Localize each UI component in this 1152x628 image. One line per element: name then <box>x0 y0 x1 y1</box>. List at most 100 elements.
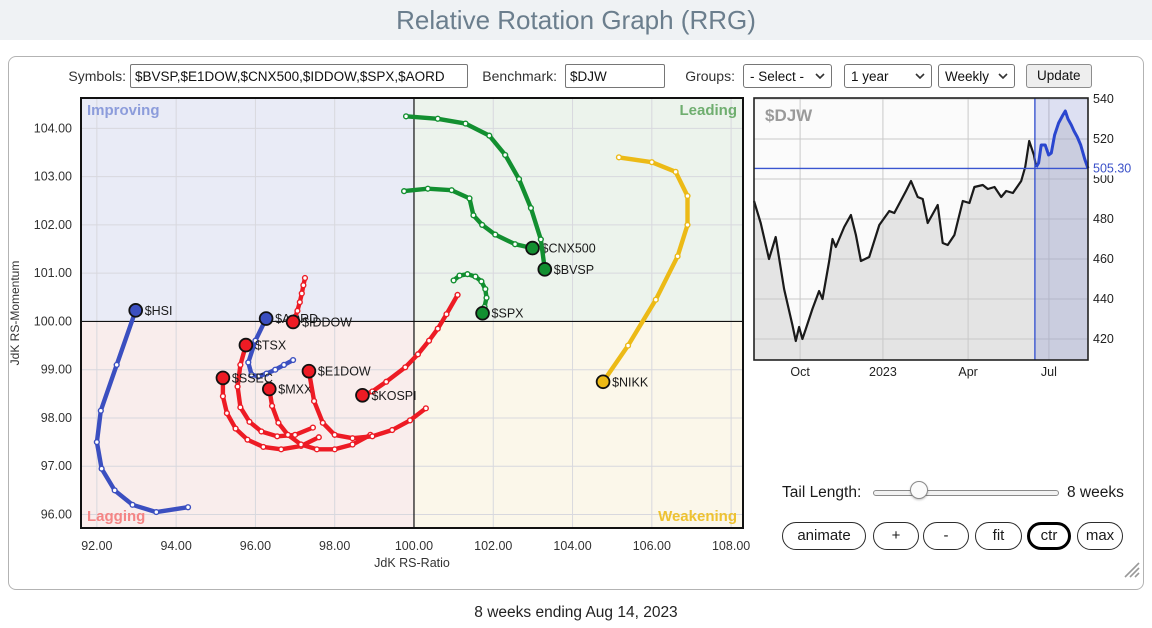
chevron-down-icon <box>815 73 825 79</box>
zoom-out-button[interactable]: - <box>923 522 969 550</box>
rrg-chart[interactable]: 92.00 94.00 96.00 98.00 100.00 102.00 104.00 10… <box>9 91 751 583</box>
resize-handle-icon[interactable] <box>1121 559 1141 579</box>
axis-tick-labels: 92.00 94.00 96.00 98.00 100.00 102.00 104.00 10… <box>9 121 750 570</box>
svg-text:103.00: 103.00 <box>34 170 72 184</box>
svg-text:480: 480 <box>1093 212 1114 226</box>
svg-text:Jul: Jul <box>1041 365 1057 379</box>
quadrant-label-lagging: Lagging <box>87 508 145 525</box>
series-marker-TSX[interactable] <box>238 337 254 353</box>
series-marker-IDDOW[interactable] <box>285 314 301 330</box>
svg-text:97.00: 97.00 <box>41 459 72 473</box>
groups-select[interactable]: - Select - <box>743 64 832 88</box>
svg-text:104.00: 104.00 <box>553 539 591 553</box>
series-label-SSEC: $SSEC <box>232 371 273 385</box>
series-marker-KOSPI[interactable] <box>355 387 370 403</box>
series-label-NIKK: $NIKK <box>612 375 649 389</box>
series-marker-BVSP[interactable] <box>537 262 553 277</box>
series-label-BVSP: $BVSP <box>554 263 594 277</box>
series-label-HSI: $HSI <box>145 304 173 318</box>
benchmark-symbol-label: $DJW <box>765 106 813 125</box>
series-label-CNX500: $CNX500 <box>542 242 596 256</box>
series-marker-SPX[interactable] <box>475 305 490 321</box>
groups-label: Groups: <box>685 68 735 84</box>
symbols-input[interactable] <box>130 64 468 88</box>
svg-text:92.00: 92.00 <box>81 539 112 553</box>
update-button[interactable]: Update <box>1026 64 1092 88</box>
series-label-TSX: $TSX <box>255 339 287 353</box>
svg-text:460: 460 <box>1093 252 1114 266</box>
max-button[interactable]: max <box>1077 522 1123 550</box>
groups-select-value: - Select - <box>750 68 805 84</box>
period-select-value: 1 year <box>851 68 889 84</box>
series-label-IDDOW: $IDDOW <box>302 315 352 329</box>
svg-text:102.00: 102.00 <box>474 539 512 553</box>
series-marker-AORD[interactable] <box>258 311 274 326</box>
quadrant-labels: Improving Leading Lagging Weakening <box>87 102 737 525</box>
grid-lines <box>81 98 743 528</box>
series-BVSP: $BVSP <box>402 113 594 277</box>
footer-caption: 8 weeks ending Aug 14, 2023 <box>474 604 678 621</box>
y-axis-title: JdK RS-Momentum <box>9 261 22 366</box>
svg-text:Oct: Oct <box>790 365 810 379</box>
series-marker-E1DOW[interactable] <box>301 363 317 379</box>
benchmark-label: Benchmark: <box>482 68 557 84</box>
benchmark-grid <box>754 98 1088 360</box>
series-marker-SSEC[interactable] <box>215 370 231 386</box>
frequency-select[interactable]: Weekly <box>938 64 1015 88</box>
benchmark-plot-border <box>753 97 1089 361</box>
zoom-in-button[interactable]: + <box>873 522 919 550</box>
page-header: Relative Rotation Graph (RRG) <box>0 0 1152 40</box>
benchmark-chart[interactable]: $DJW 540 520 500 480 460 440 420 Oct 2023 Apr Jul 50… <box>751 91 1143 383</box>
svg-text:2023: 2023 <box>869 365 897 379</box>
quadrant-label-leading: Leading <box>679 102 737 119</box>
benchmark-price-line-highlight <box>1034 109 1090 169</box>
series-label-SPX: $SPX <box>492 307 525 321</box>
tail-length-value: 8 weeks <box>1067 484 1124 501</box>
svg-text:540: 540 <box>1093 92 1114 106</box>
benchmark-input[interactable] <box>565 64 665 88</box>
svg-text:104.00: 104.00 <box>34 121 72 135</box>
svg-text:500: 500 <box>1093 172 1114 186</box>
series-HSI: $HSI <box>93 303 192 516</box>
svg-text:94.00: 94.00 <box>160 539 191 553</box>
series-marker-HSI[interactable] <box>128 303 144 318</box>
svg-text:96.00: 96.00 <box>41 507 72 521</box>
svg-text:100.00: 100.00 <box>395 539 433 553</box>
svg-text:96.00: 96.00 <box>240 539 271 553</box>
tail-length-slider-handle[interactable] <box>909 481 928 499</box>
frequency-select-value: Weekly <box>945 68 990 84</box>
svg-text:100.00: 100.00 <box>34 314 72 328</box>
svg-text:98.00: 98.00 <box>41 411 72 425</box>
series-IDDOW: $IDDOW <box>285 274 352 330</box>
animate-button[interactable]: animate <box>782 522 866 550</box>
tail-length-label: Tail Length: <box>782 484 862 501</box>
series-CNX500: $CNX500 <box>400 185 596 256</box>
series-label-E1DOW: $E1DOW <box>318 365 371 379</box>
svg-text:Apr: Apr <box>958 365 977 379</box>
series-marker-MXX[interactable] <box>261 381 277 397</box>
series-label-MXX: $MXX <box>278 383 313 397</box>
series-marker-NIKK[interactable] <box>595 374 611 390</box>
series-SSEC: $SSEC <box>215 370 322 453</box>
center-button[interactable]: ctr <box>1027 522 1071 550</box>
svg-text:440: 440 <box>1093 292 1114 306</box>
series-E1DOW: $E1DOW <box>301 363 429 442</box>
benchmark-axis-labels: 540 520 500 480 460 440 420 Oct 2023 Apr Jul 505.30 <box>790 92 1138 379</box>
period-select[interactable]: 1 year <box>844 64 932 88</box>
page-title: Relative Rotation Graph (RRG) <box>396 5 756 35</box>
fit-button[interactable]: fit <box>975 522 1022 550</box>
chevron-down-icon <box>915 73 925 79</box>
symbols-label: Symbols: <box>68 68 126 84</box>
x-axis-title: JdK RS-Ratio <box>374 556 450 570</box>
series-SPX: $SPX <box>450 271 525 321</box>
svg-text:99.00: 99.00 <box>41 363 72 377</box>
chevron-down-icon <box>998 73 1008 79</box>
tail-length-slider-track[interactable] <box>873 490 1059 496</box>
svg-text:106.00: 106.00 <box>633 539 671 553</box>
quadrant-label-improving: Improving <box>87 102 160 119</box>
benchmark-area-fill <box>754 111 1088 360</box>
series-MXX: $MXX <box>261 381 374 453</box>
series-marker-CNX500[interactable] <box>525 240 540 256</box>
svg-text:101.00: 101.00 <box>34 266 72 280</box>
